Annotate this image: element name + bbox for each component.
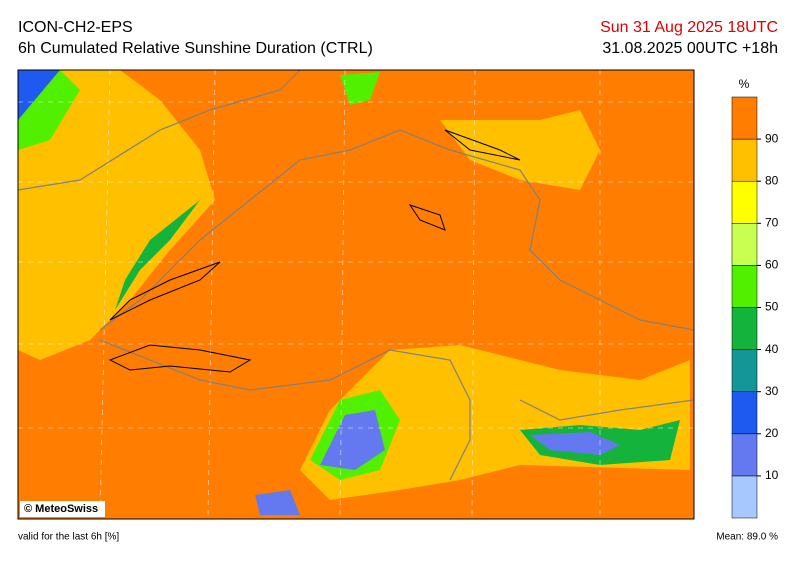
lakes — [108, 129, 521, 373]
field-green — [340, 72, 380, 105]
field-yellow — [440, 110, 600, 190]
field-green — [18, 70, 80, 150]
credit: © MeteoSwiss — [24, 503, 98, 515]
field-blue — [530, 432, 620, 455]
valid-time: Sun 31 Aug 2025 18UTC — [600, 19, 778, 36]
colorbar-tick-label: 30 — [765, 384, 779, 398]
colorbar-tick-label: 80 — [765, 173, 779, 187]
colorbar-bin — [731, 96, 758, 140]
colorbar-tick-label: 20 — [765, 426, 779, 440]
colorbar-bin — [731, 180, 758, 224]
field-yellow — [18, 70, 215, 360]
field-blue — [320, 410, 385, 470]
colorbar-tick-label: 40 — [765, 342, 779, 356]
colorbar-bin — [731, 265, 758, 308]
footer-note: valid for the last 6h [%] — [18, 532, 119, 543]
field-green — [115, 200, 200, 310]
colorbar-bin — [731, 433, 758, 477]
colorbar-tick-label: 90 — [765, 131, 779, 145]
colorbar-tick-label: 10 — [765, 468, 779, 482]
colorbar-unit: % — [739, 77, 750, 91]
colorbar-bin — [731, 349, 758, 392]
borders — [17, 69, 695, 481]
graticule — [18, 69, 694, 520]
run-time: 31.08.2025 00UTC +18h — [602, 40, 778, 57]
colorbar-tick-label: 50 — [765, 300, 779, 314]
colorbar: % 10 20 30 40 50 60 70 80 90 — [731, 77, 779, 519]
credit-box — [20, 501, 105, 517]
map-frame — [17, 69, 695, 520]
colorbar-bin — [731, 475, 758, 519]
colorbar-tick-label: 70 — [765, 215, 779, 229]
footer-mean: Mean: 89.0 % — [716, 532, 778, 543]
field-blue — [255, 490, 300, 515]
product-title: 6h Cumulated Relative Sunshine Duration … — [18, 40, 373, 57]
colorbar-bin — [731, 138, 758, 182]
map-area: © MeteoSwiss — [17, 69, 695, 520]
colorbar-bin — [731, 223, 758, 266]
colorbar-tick-label: 60 — [765, 258, 779, 272]
colorbar-bin — [731, 391, 758, 435]
model-title: ICON-CH2-EPS — [18, 19, 133, 36]
colorbar-bin — [731, 307, 758, 350]
